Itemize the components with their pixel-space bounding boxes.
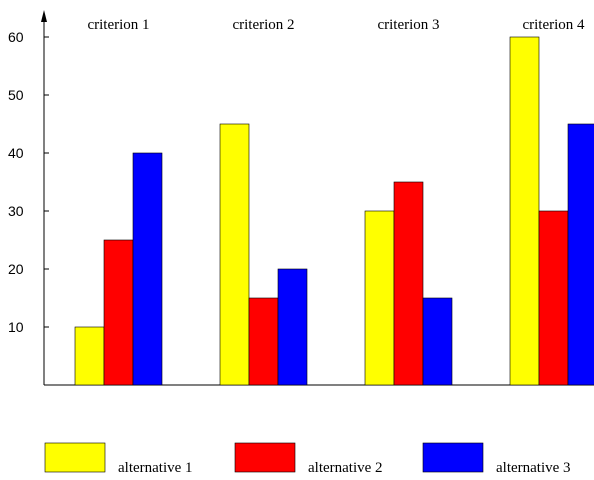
bar-alternative-2-criterion-2 [248,297,279,386]
category-label: criterion 3 [377,17,439,33]
bar-alternative-3-criterion-3 [422,297,453,386]
y-tick-label: 40 [8,145,24,161]
bar-alternative-1-criterion-4 [509,36,540,386]
y-tick-label: 50 [8,87,24,103]
y-axis: 10 20 30 40 50 60 [8,10,49,385]
legend-swatch [234,442,296,473]
y-tick-label: 20 [8,261,24,277]
y-tick-label: 10 [8,319,24,335]
bar-alternative-2-criterion-3 [393,181,424,386]
legend-swatch [422,442,484,473]
bar-alternative-1-criterion-1 [74,326,105,386]
category-label: criterion 2 [232,17,294,33]
bars [74,36,594,386]
bar-alternative-2-criterion-1 [103,239,134,386]
legend: alternative 1 alternative 2 alternative 3 [44,442,571,476]
bar-alternative-1-criterion-3 [364,210,395,386]
bar-alternative-3-criterion-4 [567,123,594,386]
y-tick-label: 60 [8,29,24,45]
bar-alternative-1-criterion-2 [219,123,250,386]
category-label: criterion 4 [522,17,585,33]
legend-swatch [44,442,106,473]
legend-label: alternative 2 [308,460,383,476]
bar-alternative-3-criterion-1 [132,152,163,386]
bar-alternative-2-criterion-4 [538,210,569,386]
y-axis-arrow [41,10,47,22]
y-tick-label: 30 [8,203,24,219]
bar-alternative-3-criterion-2 [277,268,308,386]
legend-label: alternative 1 [118,460,193,476]
category-label: criterion 1 [87,17,149,33]
legend-label: alternative 3 [496,460,571,476]
category-labels: criterion 1 criterion 2 criterion 3 criteri… [87,17,585,33]
